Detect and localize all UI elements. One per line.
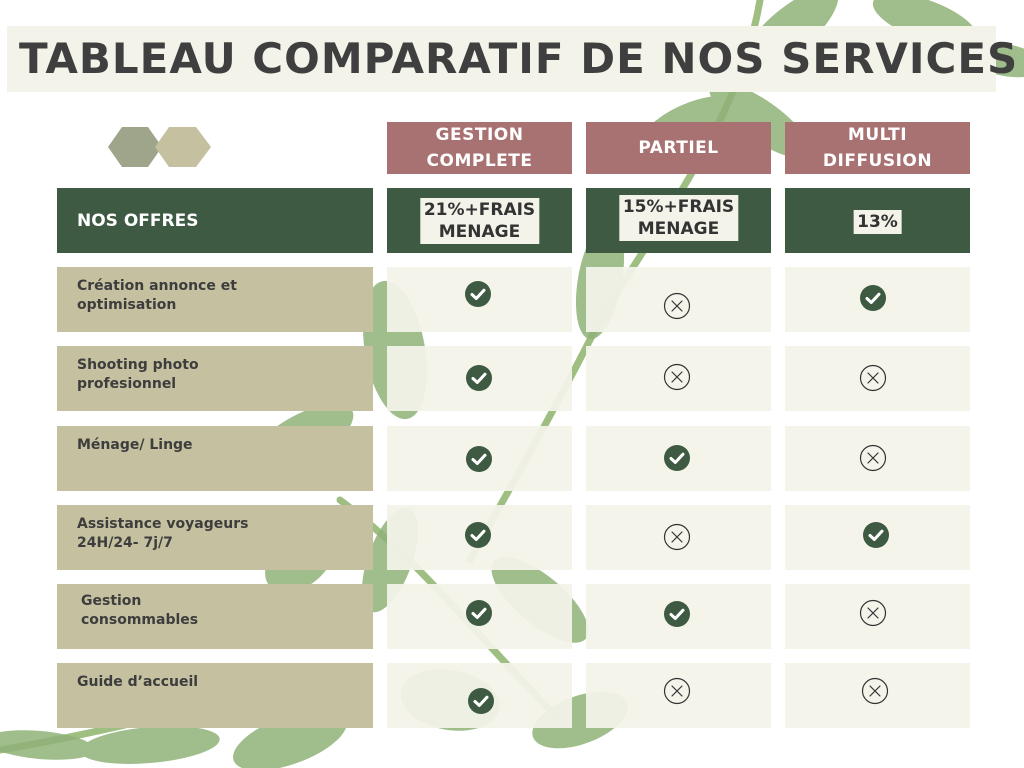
cross-circle-icon [663, 363, 691, 391]
mark-cell [387, 584, 572, 649]
check-circle-icon [465, 522, 491, 548]
check-circle-icon [863, 522, 889, 548]
cross-circle-icon [859, 364, 887, 392]
mark-cell [785, 346, 970, 411]
check-circle-icon [465, 281, 491, 307]
hexagon-icon [108, 127, 211, 167]
mark-cell [785, 505, 970, 570]
mark-cell [387, 505, 572, 570]
price-badge: 21%+FRAIS MENAGE [419, 198, 540, 244]
mark-cell [785, 426, 970, 491]
check-circle-icon [468, 688, 494, 714]
price-badge: 13% [853, 210, 902, 234]
mark-cell [586, 346, 771, 411]
mark-cell [785, 267, 970, 332]
check-circle-icon [466, 365, 492, 391]
cross-circle-icon [861, 677, 889, 705]
price-multi-diffusion: 13% [785, 188, 970, 253]
mark-cell [387, 663, 572, 728]
row-label: Assistance voyageurs 24H/24- 7j/7 [57, 505, 373, 570]
mark-cell [586, 505, 771, 570]
price-gestion-complete: 21%+FRAIS MENAGE [387, 188, 572, 253]
row-label: Ménage/ Linge [57, 426, 373, 491]
mark-cell [387, 426, 572, 491]
price-badge: 15%+FRAIS MENAGE [618, 195, 739, 241]
check-circle-icon [664, 601, 690, 627]
price-partiel: 15%+FRAIS MENAGE [586, 188, 771, 253]
column-header-partiel: PARTIEL [586, 122, 771, 174]
title-banner: TABLEAU COMPARATIF DE NOS SERVICES [7, 26, 1017, 92]
check-circle-icon [664, 445, 690, 471]
mark-cell [586, 426, 771, 491]
offers-label: NOS OFFRES [57, 188, 373, 253]
mark-cell [785, 663, 970, 728]
mark-cell [785, 584, 970, 649]
cross-circle-icon [859, 444, 887, 472]
mark-cell [387, 267, 572, 332]
cross-circle-icon [859, 599, 887, 627]
column-header-gestion-complete: GESTION COMPLETE [387, 122, 572, 174]
check-circle-icon [466, 600, 492, 626]
row-label: Gestion consommables [57, 584, 373, 649]
check-circle-icon [466, 446, 492, 472]
mark-cell [387, 346, 572, 411]
page-title: TABLEAU COMPARATIF DE NOS SERVICES [19, 34, 1019, 83]
mark-cell [586, 584, 771, 649]
cross-circle-icon [663, 677, 691, 705]
cross-circle-icon [663, 523, 691, 551]
row-label: Création annonce et optimisation [57, 267, 373, 332]
row-label: Shooting photo profesionnel [57, 346, 373, 411]
cross-circle-icon [663, 292, 691, 320]
check-circle-icon [860, 285, 886, 311]
mark-cell [586, 267, 771, 332]
column-header-multi-diffusion: MULTI DIFFUSION [785, 122, 970, 174]
row-label: Guide d’accueil [57, 663, 373, 728]
mark-cell [586, 663, 771, 728]
